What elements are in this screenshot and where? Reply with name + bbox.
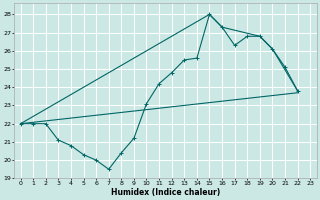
X-axis label: Humidex (Indice chaleur): Humidex (Indice chaleur) <box>111 188 220 197</box>
